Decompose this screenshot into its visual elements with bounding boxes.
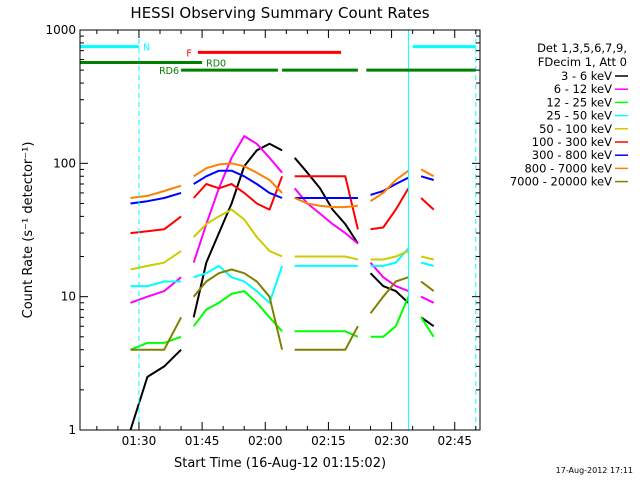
- series-4-line-4: [420, 255, 434, 261]
- series-7-line-2: [294, 197, 359, 209]
- state-bar-label-rd6: RD6: [159, 66, 179, 77]
- y-tick-label-2: 100: [53, 156, 76, 170]
- legend-label-0: 3 - 6 keV: [561, 69, 612, 83]
- y-tick-label-3: 1000: [45, 23, 76, 37]
- series-3: [130, 247, 434, 304]
- legend-label-8: 7000 - 20000 keV: [510, 175, 612, 189]
- legend: Det 1,3,5,6,7,9, FDecim 1, Att 0 3 - 6 k…: [510, 41, 628, 189]
- series-3-line-1: [193, 264, 284, 304]
- series-5-line-2: [294, 175, 359, 230]
- series-6-line-1: [193, 169, 283, 199]
- legend-header-line-2: FDecim 1, Att 0: [538, 55, 627, 69]
- series-8-line-4: [420, 280, 435, 292]
- series-7-line-3: [369, 169, 409, 203]
- series-1-line-1: [192, 135, 283, 263]
- legend-label-3: 25 - 50 keV: [546, 109, 612, 123]
- x-axis-label: Start Time (16-Aug-12 01:15:02): [174, 456, 386, 471]
- y-tick-label-0: 1: [68, 423, 76, 437]
- legend-label-7: 800 - 7000 keV: [524, 161, 612, 175]
- state-bar-label-f: F: [186, 48, 191, 59]
- legend-label-4: 50 - 100 keV: [539, 122, 612, 136]
- series-7-line-1: [193, 162, 283, 194]
- state-bar-label-rd0: RD0: [206, 59, 226, 70]
- series-5-line-3: [370, 187, 410, 231]
- legend-label-1: 6 - 12 keV: [554, 82, 612, 96]
- series-5-line-1: [192, 175, 284, 211]
- series-8-line-2: [294, 325, 359, 351]
- series-7: [130, 162, 435, 209]
- series-2-line-4: [420, 316, 435, 338]
- series-3-line-4: [420, 261, 434, 267]
- plot-frame: [79, 29, 481, 431]
- timestamp: 17-Aug-2012 17:11: [556, 466, 633, 475]
- series-7-line-4: [420, 168, 435, 178]
- series-4-line-1: [192, 208, 283, 258]
- series-4-line-2: [294, 255, 359, 261]
- series-6-line-4: [420, 175, 434, 181]
- x-tick-label-0: 01:30: [122, 434, 157, 448]
- x-tick-label-4: 02:30: [374, 434, 409, 448]
- series-0-line-1: [192, 142, 283, 318]
- legend-label-5: 100 - 300 keV: [532, 135, 612, 149]
- legend-header-line-1: Det 1,3,5,6,7,9,: [537, 41, 627, 55]
- chart-title: HESSI Observing Summary Count Rates: [130, 4, 429, 22]
- series-8-line-1: [192, 268, 284, 350]
- series-8-line-3: [369, 276, 409, 314]
- series-2-line-2: [294, 330, 359, 338]
- y-axis-label: Count Rate (s⁻¹ detector⁻¹): [21, 142, 36, 319]
- series-1-line-0: [130, 276, 182, 304]
- series-layer: [129, 135, 435, 431]
- series-1-line-3: [369, 261, 409, 293]
- series-3-line-3: [370, 247, 410, 267]
- legend-label-6: 300 - 800 keV: [532, 148, 612, 162]
- x-tick-label-3: 02:15: [311, 434, 346, 448]
- series-2-line-1: [192, 290, 283, 332]
- x-tick-label-5: 02:45: [437, 434, 472, 448]
- legend-label-2: 12 - 25 keV: [546, 95, 612, 109]
- axis-ticks-layer: 1 10 100 1000 01:30 01:45 02:00 02:15 02:30 02:45: [45, 23, 480, 448]
- series-4-line-3: [370, 250, 409, 261]
- y-tick-label-1: 10: [61, 290, 76, 304]
- state-bar-label-n: N: [143, 43, 150, 54]
- series-2-line-3: [370, 296, 410, 338]
- series-5-line-4: [420, 197, 435, 211]
- series-1-line-2: [293, 187, 359, 245]
- x-tick-label-1: 01:45: [185, 434, 220, 448]
- x-tick-label-2: 02:00: [248, 434, 283, 448]
- series-1-line-4: [420, 295, 435, 304]
- series-1: [130, 135, 435, 304]
